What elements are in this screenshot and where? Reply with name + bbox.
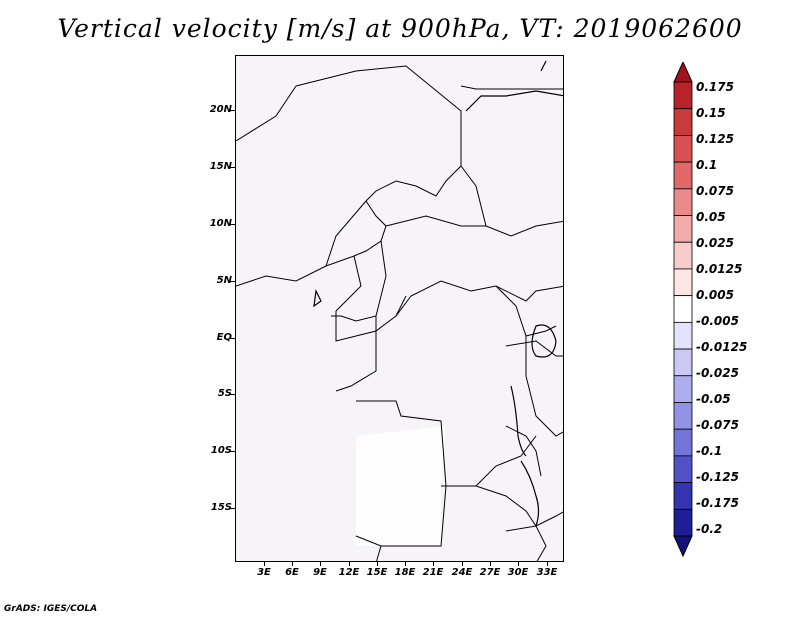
lon-tick-label: 30E xyxy=(507,567,529,578)
lat-tick xyxy=(230,281,235,282)
lon-tick-label: 33E xyxy=(536,567,558,578)
colorbar-label: -0.0125 xyxy=(696,340,748,354)
colorbar-swatch xyxy=(673,348,693,377)
lat-tick xyxy=(230,110,235,111)
lon-tick-label: 27E xyxy=(479,567,501,578)
colorbar-swatch xyxy=(673,402,693,430)
lon-tick-label: 21E xyxy=(422,567,444,578)
lon-tick xyxy=(264,562,265,566)
colorbar-swatch xyxy=(673,241,693,270)
lon-tick-label: 3E xyxy=(257,567,271,578)
colorbar-label: -0.005 xyxy=(696,314,739,328)
colorbar-swatch xyxy=(673,81,693,110)
lon-tick xyxy=(377,562,378,566)
colorbar-label: -0.075 xyxy=(696,418,739,432)
map-plot-area xyxy=(235,55,564,562)
colorbar-swatches xyxy=(673,62,693,558)
lon-tick xyxy=(518,562,519,566)
lat-tick-label: 5S xyxy=(217,388,232,399)
lon-tick xyxy=(462,562,463,566)
lon-tick-label: 9E xyxy=(313,567,327,578)
lat-tick-label: 5N xyxy=(216,275,232,286)
lat-tick xyxy=(230,224,235,225)
colorbar-label: 0.175 xyxy=(696,80,734,94)
vertical-velocity-field xyxy=(236,56,563,561)
lat-tick-label: 10S xyxy=(210,445,232,456)
colorbar-label: -0.2 xyxy=(696,522,723,536)
lon-tick xyxy=(490,562,491,566)
colorbar: 0.175 0.15 0.125 0.1 0.075 0.05 0.025 0.… xyxy=(671,62,800,562)
colorbar-swatch xyxy=(673,108,693,136)
colorbar-label: 0.0125 xyxy=(696,262,743,276)
plot-title: Vertical velocity [m/s] at 900hPa, VT: 2… xyxy=(57,14,743,43)
colorbar-swatch xyxy=(673,295,693,323)
colorbar-label: -0.1 xyxy=(696,444,723,458)
lon-tick-label: 15E xyxy=(366,567,388,578)
lat-tick-label: 15S xyxy=(210,502,232,513)
colorbar-swatch xyxy=(673,188,693,216)
colorbar-label: 0.15 xyxy=(696,106,726,120)
lon-tick xyxy=(292,562,293,566)
colorbar-swatch xyxy=(673,268,693,297)
lat-tick-label: 15N xyxy=(209,161,232,172)
colorbar-label: -0.175 xyxy=(696,496,739,510)
lat-tick-label: 20N xyxy=(209,104,232,115)
colorbar-swatch xyxy=(673,508,693,537)
colorbar-label: 0.025 xyxy=(696,236,734,250)
lat-tick xyxy=(230,394,235,395)
colorbar-label: -0.125 xyxy=(696,470,739,484)
colorbar-swatch xyxy=(673,455,693,483)
lon-tick xyxy=(320,562,321,566)
lat-tick-label: EQ xyxy=(216,332,232,343)
colorbar-label: 0.125 xyxy=(696,132,734,146)
lon-tick-label: 24E xyxy=(451,567,473,578)
colorbar-swatch xyxy=(673,135,693,163)
colorbar-swatch xyxy=(673,161,693,190)
lat-tick xyxy=(230,167,235,168)
colorbar-swatch xyxy=(673,428,693,457)
lon-tick xyxy=(433,562,434,566)
lon-tick xyxy=(349,562,350,566)
lat-tick-label: 10N xyxy=(209,218,232,229)
colorbar-swatch xyxy=(673,215,693,243)
colorbar-label: 0.1 xyxy=(696,158,718,172)
lon-tick-label: 12E xyxy=(338,567,360,578)
colorbar-label: 0.005 xyxy=(696,288,734,302)
colorbar-swatch xyxy=(673,375,693,403)
colorbar-label: 0.05 xyxy=(696,210,726,224)
lon-tick-label: 6E xyxy=(285,567,299,578)
lat-tick xyxy=(230,338,235,339)
colorbar-swatch xyxy=(673,321,693,350)
colorbar-label: -0.05 xyxy=(696,392,731,406)
colorbar-swatch xyxy=(673,482,693,510)
colorbar-swatch xyxy=(673,62,693,83)
grads-credit: GrADS: IGES/COLA xyxy=(4,604,98,614)
lon-tick xyxy=(547,562,548,566)
colorbar-swatch xyxy=(673,535,693,558)
colorbar-label: -0.025 xyxy=(696,366,739,380)
lat-tick xyxy=(230,508,235,509)
lon-tick-label: 18E xyxy=(394,567,416,578)
lat-tick xyxy=(230,451,235,452)
colorbar-label: 0.075 xyxy=(696,184,734,198)
lon-tick xyxy=(405,562,406,566)
